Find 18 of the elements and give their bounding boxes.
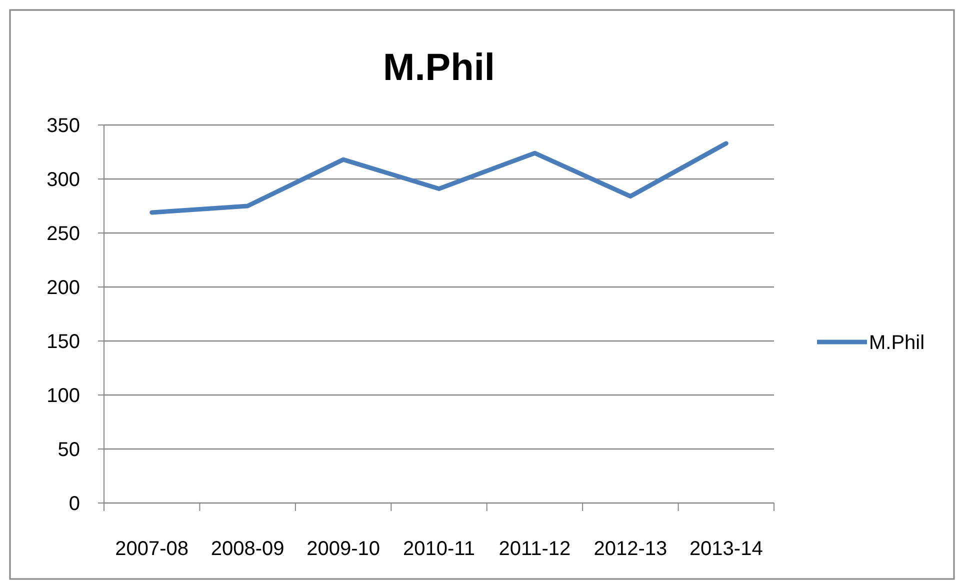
y-tick-label: 100 xyxy=(46,385,80,407)
y-tick-label: 200 xyxy=(46,277,80,299)
x-tick-label: 2011-12 xyxy=(498,538,571,560)
x-tick-label: 2010-11 xyxy=(403,538,475,560)
y-tick-label: 300 xyxy=(46,169,80,191)
line-series xyxy=(150,141,728,215)
chart-title: M.Phil xyxy=(383,47,495,89)
y-tick-label: 250 xyxy=(46,223,80,245)
x-tick-label: 2009-10 xyxy=(306,538,380,560)
legend-label: M.Phil xyxy=(869,332,925,354)
y-tick-label: 350 xyxy=(46,115,80,137)
x-tick-label: 2008-09 xyxy=(210,538,284,560)
x-tick-label: 2007-08 xyxy=(115,538,189,560)
y-tick-label: 150 xyxy=(46,331,80,353)
x-tick-label: 2013-14 xyxy=(689,538,763,560)
x-tick-label: 2012-13 xyxy=(594,538,668,560)
y-tick-label: 50 xyxy=(58,439,80,461)
y-tick-label: 0 xyxy=(68,493,80,515)
